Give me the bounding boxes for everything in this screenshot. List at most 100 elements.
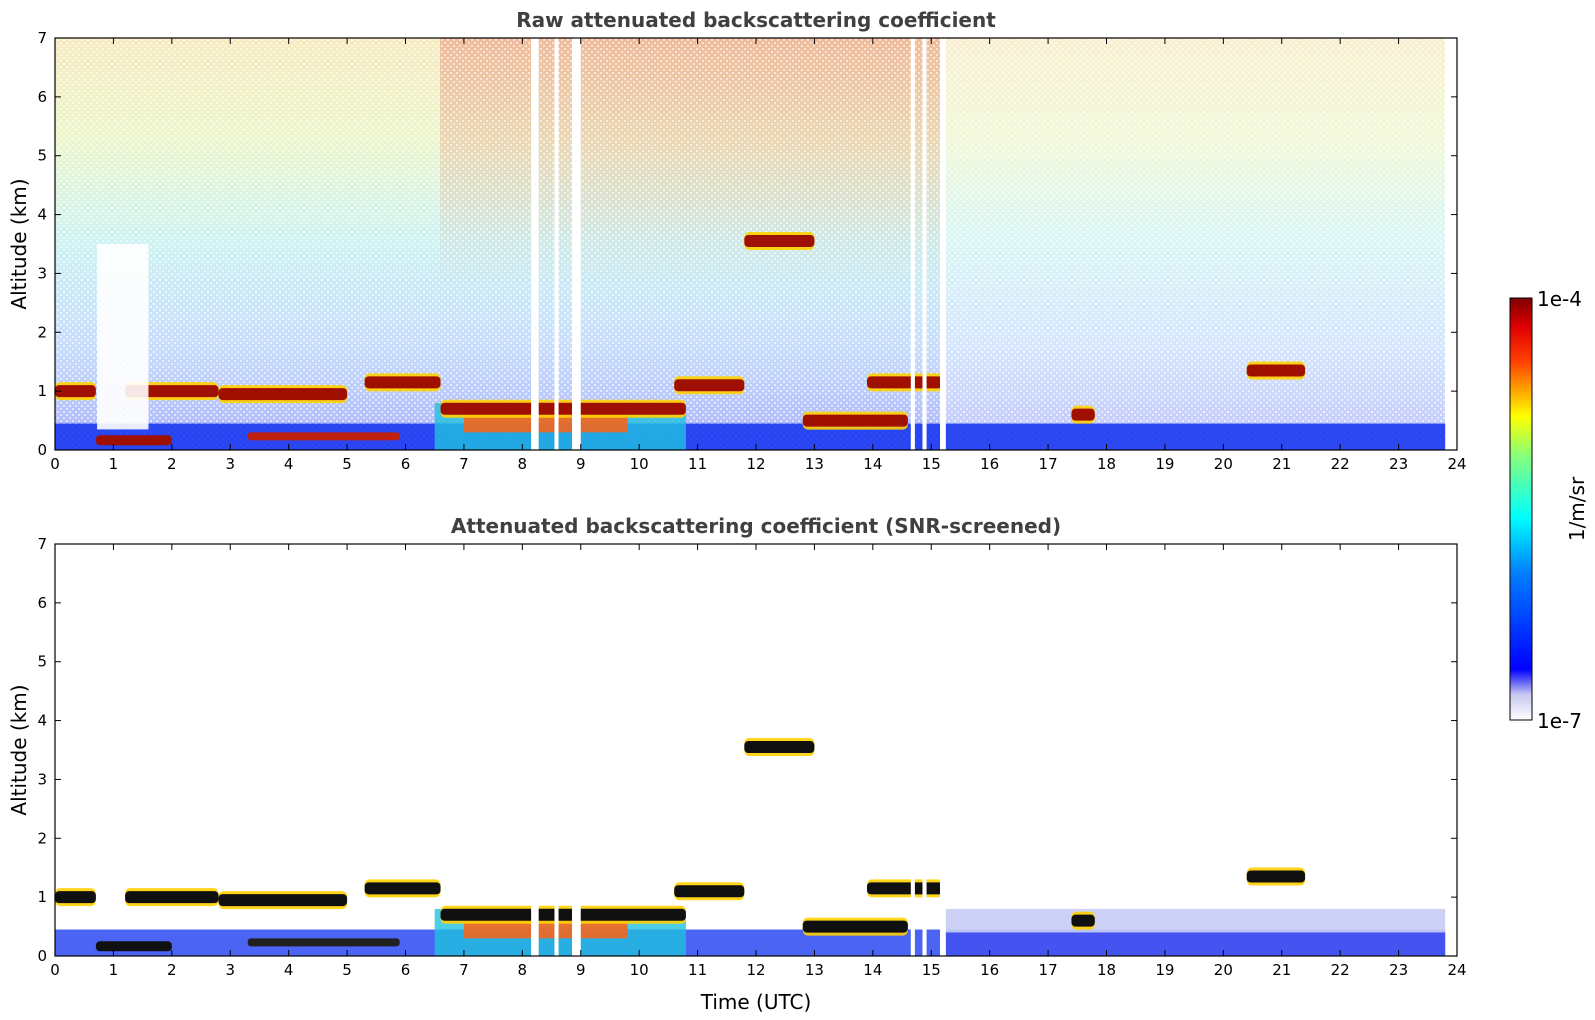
cloud-layer (1246, 870, 1306, 883)
x-tick-label: 6 (401, 961, 411, 979)
data-gap (922, 38, 927, 450)
cloud-layer (802, 920, 908, 933)
x-tick-label: 5 (342, 961, 352, 979)
x-tick-label: 6 (401, 455, 411, 473)
x-tick-label: 19 (1155, 455, 1174, 473)
y-tick-label: 1 (37, 382, 47, 400)
data-gap (910, 544, 915, 956)
y-tick-label: 2 (37, 323, 47, 341)
raw-cloud-layers (55, 232, 1446, 450)
x-tick-label: 5 (342, 455, 352, 473)
x-tick-label: 17 (1039, 961, 1058, 979)
y-tick-label: 3 (37, 770, 47, 788)
cloud-layer (218, 388, 348, 401)
x-tick-label: 2 (167, 961, 177, 979)
y-tick-label: 6 (37, 594, 47, 612)
x-tick-label: 3 (225, 455, 235, 473)
screened-x-axis: 0 1 2 3 4 5 6 7 8 9 10 11 12 13 14 15 16 17 18 19 20 21 22 23 24 (50, 544, 1467, 979)
surface-cloud-layer (247, 938, 400, 947)
x-tick-label: 7 (459, 961, 469, 979)
y-tick-label: 7 (37, 535, 47, 553)
cloud-layer (364, 882, 441, 895)
x-tick-label: 9 (576, 961, 586, 979)
x-tick-label: 20 (1214, 455, 1233, 473)
screened-panel-title: Attenuated backscattering coefficient (S… (451, 514, 1061, 538)
colorbar-gradient (1509, 297, 1533, 721)
data-gap (554, 38, 559, 450)
x-tick-label: 21 (1272, 961, 1291, 979)
x-tick-label: 18 (1097, 961, 1116, 979)
screened-y-axis-label: Altitude (km) (7, 684, 31, 815)
cloud-layer (1246, 364, 1306, 377)
cloud-layer (440, 908, 686, 921)
x-tick-label: 2 (167, 455, 177, 473)
x-tick-label: 8 (518, 455, 528, 473)
x-tick-label: 18 (1097, 455, 1116, 473)
y-tick-label: 0 (37, 441, 47, 459)
no-data-region (1445, 38, 1457, 450)
x-tick-label: 12 (746, 961, 765, 979)
y-tick-label: 5 (37, 653, 47, 671)
data-gap (531, 38, 539, 450)
x-tick-label: 7 (459, 455, 469, 473)
cloud-layer (674, 379, 745, 392)
cloud-layer (866, 376, 943, 389)
cloud-layer (55, 385, 96, 398)
screened-heatmap-field (55, 544, 1457, 956)
cloud-layer (744, 235, 815, 248)
x-tick-label: 16 (980, 455, 999, 473)
surface-cloud-layer (247, 432, 400, 441)
x-tick-label: 0 (50, 455, 60, 473)
cloud-layer (674, 885, 745, 898)
raw-x-axis: 0 1 2 3 4 5 6 7 8 9 10 11 12 13 14 15 16 17 18 19 20 21 22 23 24 (50, 38, 1467, 473)
cloud-layer (55, 891, 96, 904)
y-tick-label: 3 (37, 264, 47, 282)
data-gap (571, 544, 581, 956)
data-gap (531, 544, 539, 956)
x-tick-label: 23 (1389, 961, 1408, 979)
cloud-layer (1071, 408, 1095, 421)
x-tick-label: 11 (688, 455, 707, 473)
y-tick-label: 4 (37, 712, 47, 730)
x-tick-label: 11 (688, 961, 707, 979)
cloud-layer (802, 414, 908, 427)
raw-y-axis: 0 1 2 3 4 5 6 7 (37, 29, 1457, 459)
x-tick-label: 10 (630, 455, 649, 473)
data-gap (554, 544, 559, 956)
cloud-layer (364, 376, 441, 389)
data-gap (940, 38, 946, 450)
y-tick-label: 6 (37, 88, 47, 106)
raw-y-axis-label: Altitude (km) (7, 178, 31, 309)
x-tick-label: 22 (1331, 961, 1350, 979)
x-tick-label: 4 (284, 961, 294, 979)
surface-cloud-layer (95, 941, 172, 952)
clear-air-region (97, 244, 149, 430)
no-data-region (1445, 544, 1457, 956)
cloud-layer (744, 741, 815, 754)
x-axis-label: Time (UTC) (700, 990, 812, 1014)
x-tick-label: 14 (863, 455, 882, 473)
night-boundary-layer (942, 932, 1446, 956)
x-tick-label: 15 (922, 961, 941, 979)
cloud-layer (440, 402, 686, 415)
cloud-layer (866, 882, 943, 895)
colorbar-min-label: 1e-7 (1537, 709, 1582, 733)
x-tick-label: 16 (980, 961, 999, 979)
screened-cloud-layers (55, 738, 1446, 956)
colorbar-unit-label: 1/m/sr (1565, 476, 1589, 541)
raw-backscatter-panel: 0 1 2 3 4 5 6 7 8 9 10 11 12 13 14 15 16 17 18 19 20 21 22 23 24… (7, 8, 1467, 473)
raw-data-gaps (97, 38, 1457, 450)
raw-heatmap-field (55, 38, 1457, 450)
snr-screened-panel: 0 1 2 3 4 5 6 7 8 9 10 11 12 13 14 15 16 17 18 19 20 21 22 23 24… (7, 514, 1467, 1014)
x-tick-label: 9 (576, 455, 586, 473)
screened-y-axis: 0 1 2 3 4 5 6 7 (37, 535, 1457, 965)
data-gap (922, 544, 927, 956)
x-tick-label: 15 (922, 455, 941, 473)
y-tick-label: 2 (37, 829, 47, 847)
data-gap (571, 38, 581, 450)
data-gap (940, 544, 946, 956)
y-tick-label: 7 (37, 29, 47, 47)
x-tick-label: 1 (109, 455, 119, 473)
y-tick-label: 5 (37, 147, 47, 165)
